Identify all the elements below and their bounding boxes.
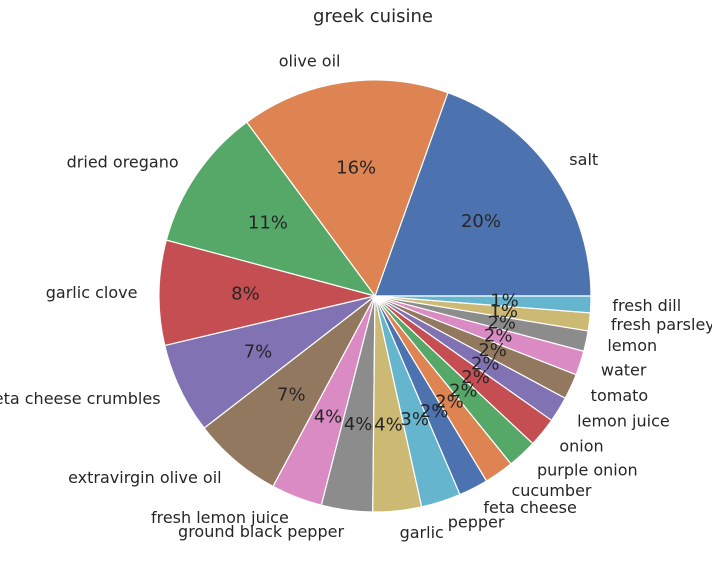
pct-label-lemon: 2% — [487, 313, 516, 334]
pct-label-feta-cheese: 2% — [420, 401, 449, 422]
pct-label-tomato: 2% — [478, 340, 507, 361]
pct-label-fresh-dill: 1% — [490, 291, 519, 312]
category-label-fresh-parsley: fresh parsley — [611, 315, 712, 334]
pct-label-feta-cheese-crumbles: 7% — [244, 341, 273, 362]
pct-label-onion: 2% — [461, 367, 490, 388]
chart-title: greek cuisine — [313, 6, 433, 27]
slice-dried-oregano — [165, 121, 377, 298]
pct-label-ground-black-pepper: 4% — [344, 414, 373, 435]
category-label-dried-oregano: dried oregano — [67, 153, 179, 172]
category-label-olive-oil: olive oil — [279, 51, 341, 70]
pct-label-cucumber: 2% — [435, 392, 464, 413]
category-label-fresh-dill: fresh dill — [612, 296, 681, 315]
slice-olive-oil — [245, 79, 449, 298]
percent-labels: 20%16%11%8%7%7%4% 4% 4%3%2%2%2%2%2%2%2%2%1… — [231, 157, 519, 435]
category-label-pepper: pepper — [448, 513, 505, 532]
slice-garlic-clove — [158, 239, 376, 347]
category-label-lemon: lemon — [607, 336, 657, 355]
pct-label-fresh-lemon-juice: 4% — [314, 406, 343, 427]
category-label-cucumber: cucumber — [511, 481, 591, 500]
category-label-salt: salt — [569, 150, 598, 169]
pie-slices — [158, 79, 592, 513]
pct-label-water: 2% — [484, 326, 513, 347]
category-label-garlic: garlic — [400, 523, 444, 542]
category-label-fresh-lemon-juice: fresh lemon juice — [151, 508, 289, 527]
pct-label-dried-oregano: 11% — [248, 213, 288, 234]
category-label-garlic-clove: garlic clove — [46, 283, 138, 302]
pct-label-salt: 20% — [461, 211, 501, 232]
pct-label-extravirgin-olive-oil: 7% — [277, 384, 306, 405]
pct-label-lemon-juice: 2% — [471, 354, 500, 375]
pct-label-olive-oil: 16% — [336, 157, 376, 178]
category-label-ground-black-pepper: ground black pepper — [178, 522, 344, 541]
slice-salt — [374, 91, 592, 297]
category-label-extravirgin-olive-oil: extravirgin olive oil — [68, 468, 221, 487]
category-labels: salt olive oil dried oregano garlic clove fe… — [0, 51, 712, 541]
category-label-purple-onion: purple onion — [537, 460, 638, 479]
category-label-water: water — [601, 360, 647, 379]
pct-label-garlic: 4% — [374, 414, 403, 435]
category-label-feta-cheese-crumbles: feta cheese crumbles — [0, 389, 161, 408]
category-label-feta-cheese: feta cheese — [483, 498, 576, 517]
pct-label-purple-onion: 2% — [449, 380, 478, 401]
category-label-lemon-juice: lemon juice — [577, 411, 670, 430]
pct-label-fresh-parsley: 1% — [489, 301, 518, 322]
category-label-onion: onion — [559, 436, 603, 455]
category-label-tomato: tomato — [591, 386, 649, 405]
slice-fresh-dill — [374, 295, 592, 314]
pct-label-garlic-clove: 8% — [231, 284, 260, 305]
pct-label-pepper: 3% — [400, 409, 429, 430]
